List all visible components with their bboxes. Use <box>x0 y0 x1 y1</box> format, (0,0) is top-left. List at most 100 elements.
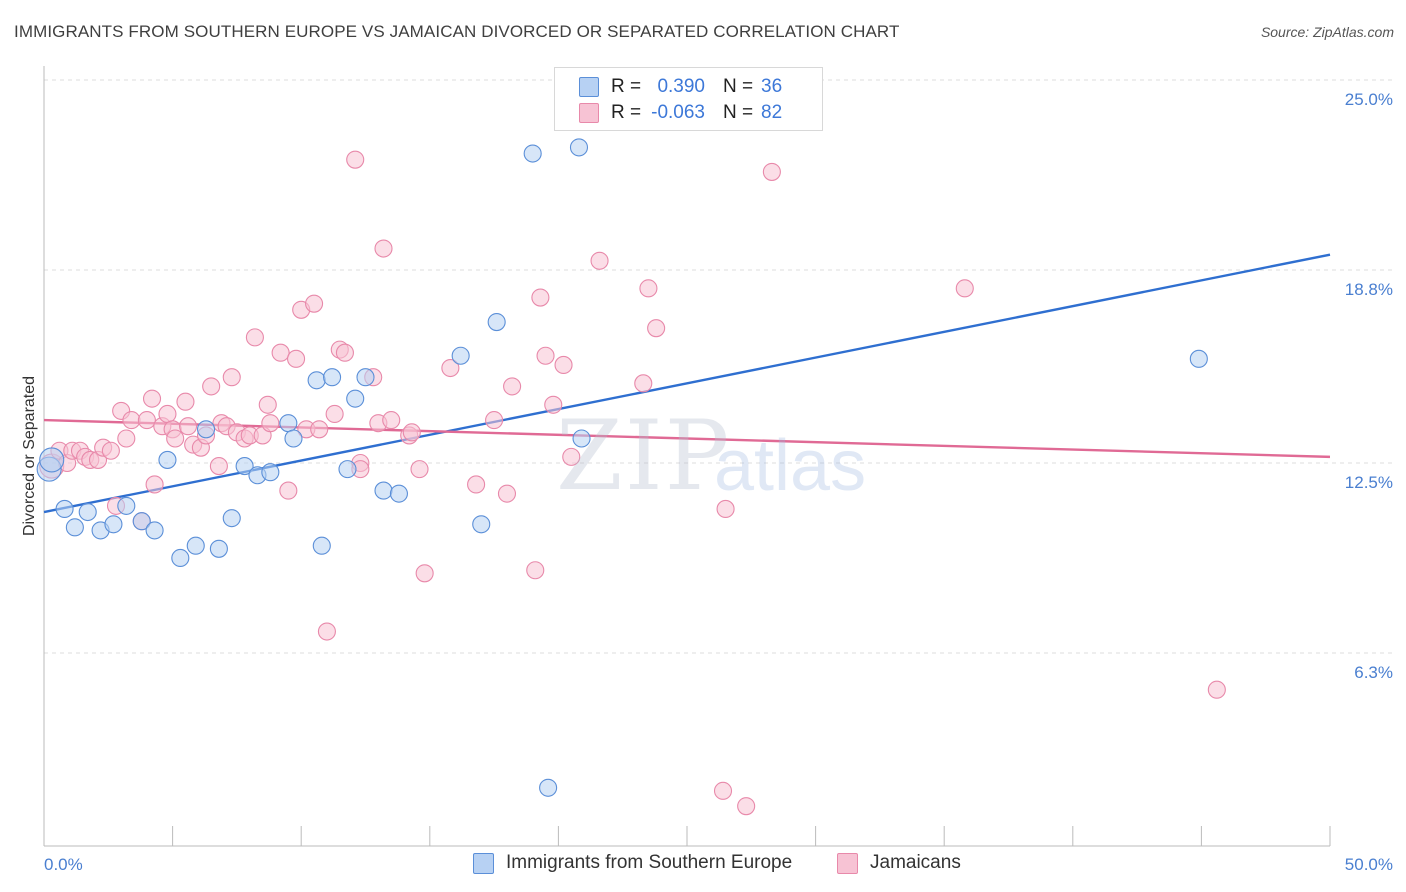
jamaicans-point <box>485 411 504 430</box>
legend-r-value: -0.063 <box>651 102 705 123</box>
jamaicans-point <box>737 797 756 816</box>
legend-n-value: 82 <box>761 102 783 123</box>
southern-europe-point <box>539 778 558 797</box>
jamaicans-point <box>536 346 555 365</box>
jamaicans-point <box>562 447 581 466</box>
jamaicans-point <box>222 368 241 387</box>
x-tick-label: 50.0% <box>1345 855 1393 874</box>
southern-europe-point <box>389 484 408 503</box>
southern-europe-point <box>307 371 326 390</box>
grid-lines <box>44 79 1392 654</box>
trend-line-jamaicans <box>43 418 1331 459</box>
southern-europe-point <box>374 481 393 500</box>
jamaicans-point <box>374 239 393 258</box>
jamaicans-point <box>279 481 298 500</box>
jamaicans-point <box>178 417 198 436</box>
watermark-zip: ZIP <box>556 400 732 512</box>
legend-item-southern-europe: Immigrants from Southern Europe <box>473 852 792 874</box>
southern-europe-point <box>132 512 151 531</box>
southern-europe-point <box>284 429 303 448</box>
jamaicans-point <box>209 457 228 476</box>
jamaicans-point <box>639 279 658 298</box>
legend-n-value: 36 <box>761 76 783 97</box>
southern-europe-point <box>222 509 241 528</box>
legend-swatch-blue <box>473 852 494 874</box>
southern-europe-point <box>346 389 365 408</box>
series-jamaicans-points <box>39 150 1226 816</box>
tick-labels: 6.3% 12.5% 18.8% 25.0% 0.0% 50.0% <box>44 90 1393 874</box>
legend-r-value: 0.390 <box>657 76 705 97</box>
southern-europe-point <box>1189 349 1208 368</box>
jamaicans-point <box>261 414 280 433</box>
jamaicans-point <box>158 404 177 424</box>
y-tick-label: 25.0% <box>1345 90 1393 109</box>
jamaicans-point <box>271 343 290 362</box>
y-tick-label: 18.8% <box>1345 280 1393 299</box>
legend-item-jamaicans: Jamaicans <box>837 852 961 874</box>
jamaicans-point <box>762 162 781 181</box>
southern-europe-point <box>261 463 280 482</box>
southern-europe-point <box>569 138 589 157</box>
southern-europe-point <box>338 460 357 479</box>
jamaicans-point <box>526 561 545 580</box>
legend-n-label: N = <box>723 102 754 123</box>
southern-europe-point <box>279 414 298 433</box>
legend-label-jamaicans: Jamaicans <box>870 852 961 873</box>
jamaicans-point <box>497 484 517 503</box>
southern-europe-point <box>451 346 470 365</box>
jamaicans-point <box>382 411 401 430</box>
legend-row-southern-europe: R = 0.390 N = 36 <box>579 75 782 99</box>
legend-swatch-blue <box>579 77 599 97</box>
jamaicans-point <box>310 420 329 439</box>
southern-europe-point <box>78 502 97 522</box>
jamaicans-point <box>1207 680 1226 699</box>
jamaicans-point <box>503 377 522 396</box>
southern-europe-point <box>356 368 375 387</box>
southern-europe-point <box>209 539 228 558</box>
jamaicans-point <box>713 781 733 800</box>
series-legend: Immigrants from Southern Europe Jamaican… <box>0 852 1406 878</box>
southern-europe-point <box>523 144 542 163</box>
watermark-atlas: atlas <box>714 426 867 506</box>
southern-europe-point <box>39 447 65 473</box>
southern-europe-point <box>323 368 342 387</box>
jamaicans-point <box>346 150 365 169</box>
legend-row-jamaicans: R = -0.063 N = 82 <box>579 101 782 125</box>
legend-r-label: R = <box>611 102 642 123</box>
jamaicans-point <box>258 395 277 414</box>
southern-europe-point <box>312 536 331 555</box>
southern-europe-point <box>196 420 216 439</box>
jamaicans-point <box>402 423 421 442</box>
jamaicans-point <box>142 389 162 408</box>
y-tick-label: 6.3% <box>1354 663 1393 682</box>
southern-europe-point <box>186 536 205 555</box>
jamaicans-point <box>317 622 336 641</box>
southern-europe-point <box>472 515 491 534</box>
jamaicans-point <box>441 358 460 378</box>
jamaicans-point <box>554 355 573 375</box>
source-label: Source: ZipAtlas.com <box>1260 24 1394 40</box>
x-tick-label: 0.0% <box>44 855 83 874</box>
series-southern-europe-points <box>36 138 1208 797</box>
jamaicans-point <box>202 377 221 396</box>
jamaicans-point <box>101 441 120 460</box>
jamaicans-point <box>145 475 164 494</box>
southern-europe-point <box>235 457 254 476</box>
southern-europe-point <box>171 548 190 568</box>
jamaicans-point <box>415 564 434 583</box>
legend-swatch-pink <box>837 852 858 874</box>
jamaicans-point <box>634 374 653 393</box>
jamaicans-point <box>287 349 306 368</box>
jamaicans-point <box>137 411 156 430</box>
jamaicans-point <box>647 319 666 338</box>
legend-label-southern-europe: Immigrants from Southern Europe <box>506 852 793 873</box>
legend-n-label: N = <box>723 76 754 97</box>
southern-europe-point <box>145 521 164 540</box>
chart-title: IMMIGRANTS FROM SOUTHERN EUROPE VS JAMAI… <box>14 22 900 41</box>
jamaicans-point <box>467 475 486 494</box>
jamaicans-point <box>117 429 136 448</box>
southern-europe-point <box>158 450 177 469</box>
jamaicans-point <box>955 279 974 298</box>
southern-europe-point <box>65 518 84 537</box>
